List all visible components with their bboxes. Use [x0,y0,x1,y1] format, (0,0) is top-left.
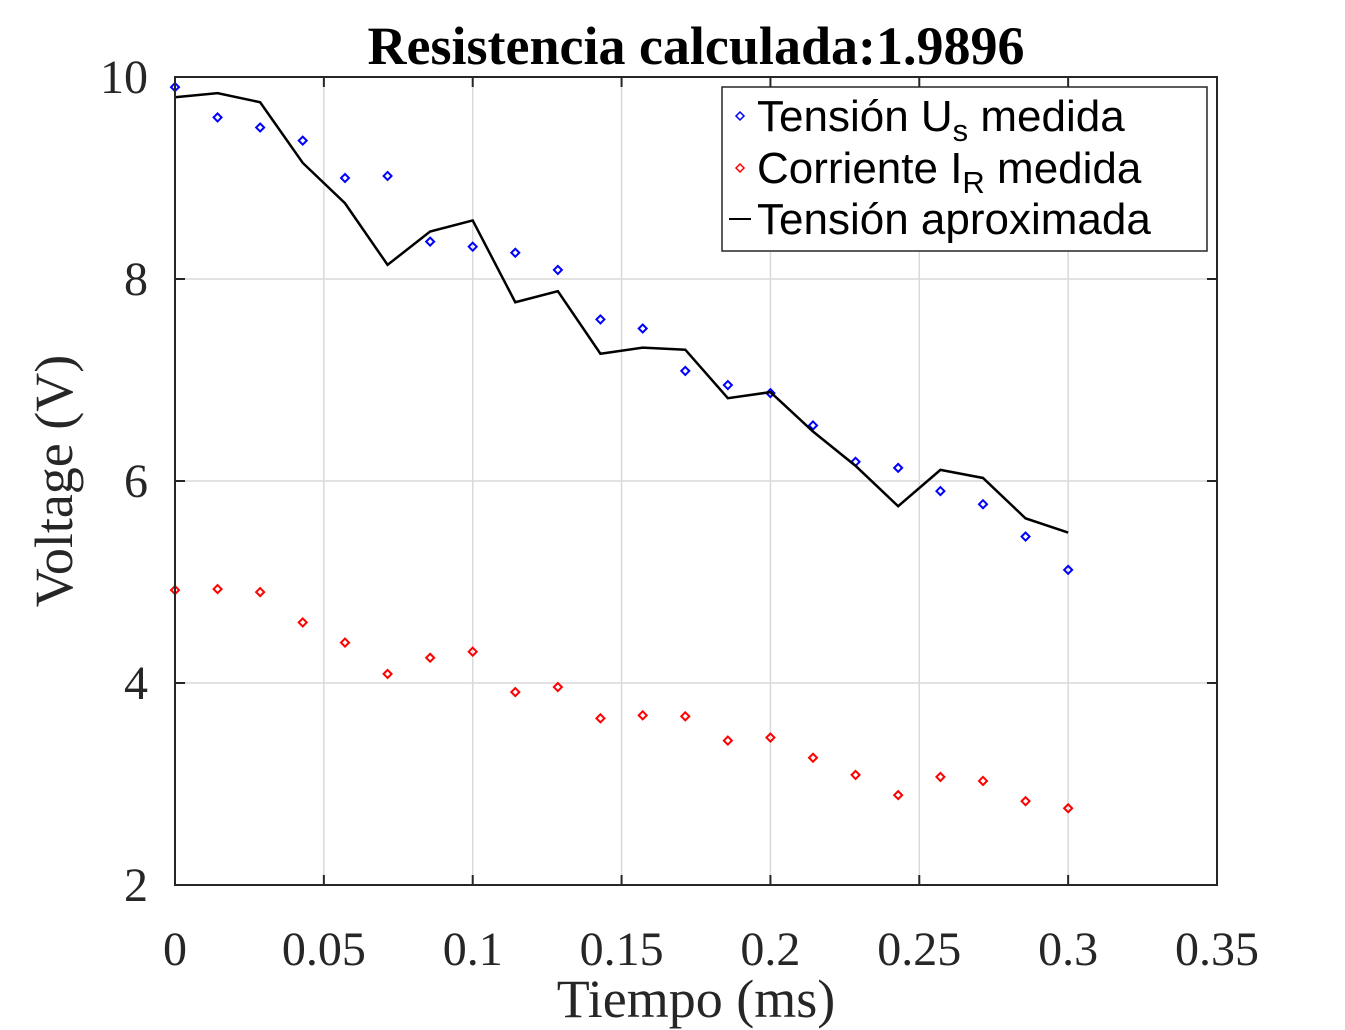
data-point [892,789,904,801]
data-point [509,247,521,259]
legend-box [721,86,1208,252]
data-point [509,686,521,698]
data-point [892,462,904,474]
data-point [297,616,309,628]
data-point [1062,564,1074,576]
series-2 [174,91,1069,534]
series-layer [169,81,1074,814]
x-tick-label: 0.15 [580,923,664,976]
data-point [552,681,564,693]
data-point [637,323,649,334]
y-tick-label: 10 [100,51,148,104]
data-point [552,264,564,276]
data-point [850,769,861,781]
data-point [382,170,393,182]
data-point [1020,795,1031,807]
data-point [765,732,776,743]
data-point [722,379,734,391]
data-point [467,646,479,658]
legend-entry-2: Tensión aproximada [729,195,1151,244]
x-axis-label: Tiempo (ms) [557,969,836,1029]
data-point [637,709,649,721]
legend-entry-1: Corriente IR medida [734,144,1142,200]
x-tick-label: 0.25 [877,923,961,976]
x-tick-label: 0.1 [443,923,503,976]
series-1 [169,583,1074,814]
legend-label: Tensión Us medida [757,92,1125,148]
data-point [679,365,691,377]
legend-label-main: Tensión U [757,92,953,141]
data-point [935,771,946,783]
x-tick-label: 0.2 [740,923,800,976]
data-point [382,668,393,680]
data-point [935,485,946,497]
data-point [977,498,989,510]
legend-label-rest: medida [968,92,1125,141]
legend-entry-0: Tensión Us medida [734,92,1125,148]
data-point [212,111,223,123]
legend-label-main: Corriente I [757,144,962,193]
data-point [1062,802,1074,814]
legend-label-subscript: R [962,165,984,200]
y-axis-label: Voltage (V) [24,355,84,607]
x-tick-label: 0.05 [282,923,366,976]
ticks: 0 0.05 0.1 0.15 0.2 0.25 0.3 0.35 2 4 6 8 10 [100,51,1259,976]
x-tick-label: 0 [163,923,187,976]
y-tick-label: 2 [124,859,148,912]
legend-marker [734,162,746,174]
data-point [807,752,819,764]
y-tick-label: 4 [124,657,148,710]
data-point [297,135,309,147]
data-point [424,236,436,248]
legend-label-subscript: s [953,113,969,148]
data-point [807,420,819,431]
data-point [679,710,691,722]
y-tick-label: 6 [124,455,148,508]
data-point [977,775,989,787]
data-point [595,712,606,724]
series-line [174,91,1069,534]
legend-label: Tensión aproximada [757,195,1151,244]
x-tick-label: 0.35 [1175,923,1259,976]
data-point [1020,531,1031,542]
data-point [254,122,266,133]
data-point [722,735,734,746]
legend-label-main: Tensión aproximada [757,195,1151,244]
legend-label-rest: medida [985,144,1142,193]
legend-marker [734,110,746,122]
legend-label: Corriente IR medida [757,144,1142,200]
data-point [595,313,606,325]
data-point [339,172,351,184]
data-point [339,637,351,649]
chart-title: Resistencia calculada:1.9896 [368,16,1025,76]
x-tick-label: 0.3 [1038,923,1098,976]
data-point [467,241,479,253]
data-point [212,583,223,595]
data-point [424,652,436,664]
y-tick-label: 8 [124,253,148,306]
data-point [254,586,266,598]
